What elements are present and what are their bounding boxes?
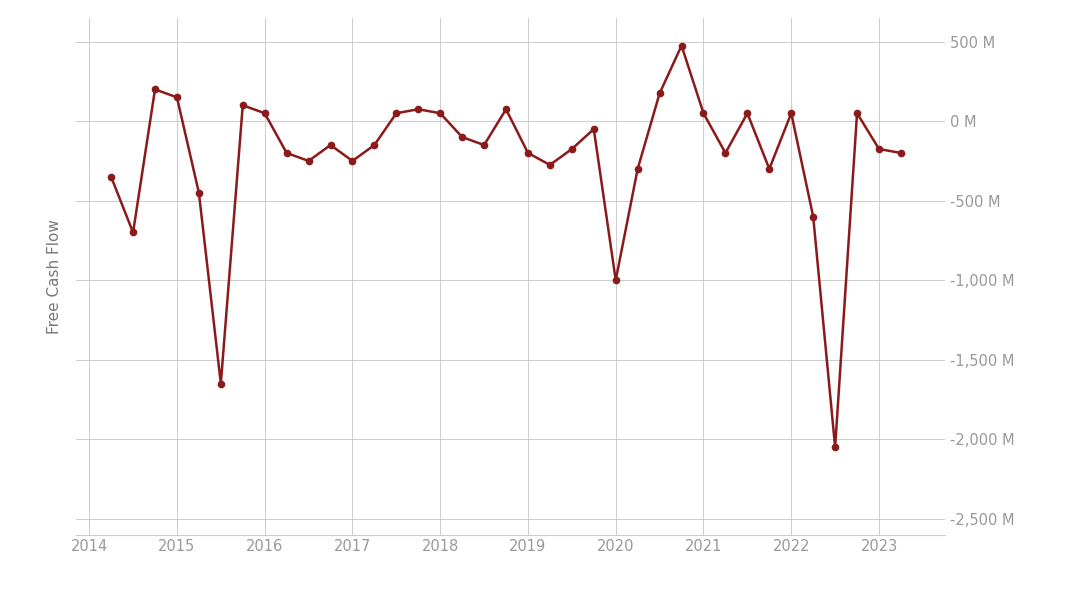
Y-axis label: Free Cash Flow: Free Cash Flow	[47, 219, 62, 334]
